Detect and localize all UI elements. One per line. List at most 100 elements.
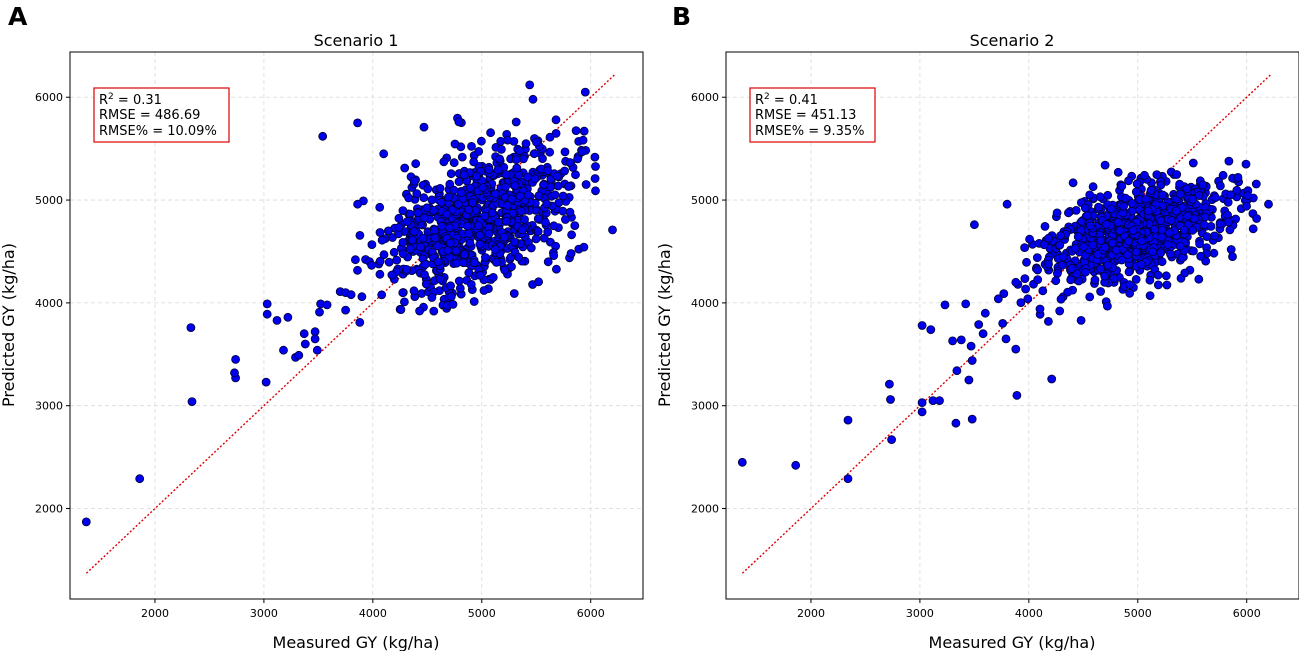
data-point xyxy=(1047,374,1057,384)
data-point xyxy=(465,183,475,193)
data-point xyxy=(1218,170,1228,180)
data-point xyxy=(355,230,365,240)
data-point xyxy=(484,229,494,239)
data-point xyxy=(558,191,568,201)
data-point xyxy=(449,158,459,168)
data-point xyxy=(1100,160,1110,170)
data-point xyxy=(1088,240,1098,250)
data-point xyxy=(500,265,510,275)
data-point xyxy=(479,286,489,295)
data-point xyxy=(791,460,801,470)
data-point xyxy=(520,215,529,224)
data-point xyxy=(396,305,406,315)
data-point xyxy=(475,239,485,249)
data-point xyxy=(507,262,516,272)
data-point xyxy=(961,299,971,309)
data-point xyxy=(501,216,511,226)
data-point xyxy=(964,375,974,385)
data-point xyxy=(272,315,282,325)
data-point xyxy=(1001,334,1011,344)
data-point xyxy=(956,335,966,345)
data-point xyxy=(1123,250,1132,260)
data-point xyxy=(1188,194,1198,204)
data-point xyxy=(455,283,465,293)
data-point xyxy=(926,325,936,335)
panel-a-one-to-one-line xyxy=(85,74,616,574)
data-point xyxy=(350,255,360,265)
data-point xyxy=(419,213,429,223)
data-point xyxy=(1023,294,1033,304)
data-point xyxy=(581,180,591,189)
data-point xyxy=(940,300,950,310)
data-point xyxy=(545,147,555,157)
data-point xyxy=(1016,298,1026,308)
data-point xyxy=(565,207,575,217)
data-point xyxy=(1064,208,1073,218)
data-point xyxy=(1226,245,1236,254)
panel-a-stats-frame xyxy=(93,87,230,143)
data-point xyxy=(511,117,521,127)
data-point xyxy=(1172,170,1182,179)
data-point xyxy=(1183,211,1192,221)
data-point xyxy=(1158,190,1168,200)
data-point xyxy=(1081,267,1090,277)
panel-b-stats-frame xyxy=(749,87,876,143)
data-point xyxy=(511,155,521,165)
data-point xyxy=(509,289,519,298)
data-point xyxy=(1011,344,1021,354)
data-point xyxy=(566,249,576,258)
data-point xyxy=(1179,225,1189,235)
data-point xyxy=(917,398,927,408)
data-point xyxy=(558,206,568,216)
data-point xyxy=(1012,390,1022,400)
data-point xyxy=(454,117,464,127)
data-point xyxy=(442,209,452,219)
data-point xyxy=(279,345,288,355)
x-tick-label: 2000 xyxy=(797,607,825,620)
data-point xyxy=(1096,287,1105,296)
data-point xyxy=(1180,268,1190,278)
data-point xyxy=(496,144,506,154)
data-point xyxy=(439,157,449,167)
data-point xyxy=(1145,275,1155,285)
data-point xyxy=(398,206,408,216)
y-tick-label: 4000 xyxy=(35,297,63,310)
data-point xyxy=(135,474,145,484)
data-point xyxy=(375,269,385,279)
data-point xyxy=(1195,239,1204,249)
data-point xyxy=(353,199,363,209)
data-point xyxy=(1088,182,1098,192)
data-point xyxy=(1182,184,1192,194)
data-point xyxy=(1101,220,1111,229)
data-point xyxy=(446,292,456,302)
data-point xyxy=(1189,246,1198,256)
data-point xyxy=(1143,206,1153,216)
data-point xyxy=(1264,199,1273,209)
data-point xyxy=(433,257,443,267)
data-point xyxy=(570,221,580,231)
data-point xyxy=(1175,241,1185,251)
panel-b-title: Scenario 2 xyxy=(970,31,1055,50)
data-point xyxy=(578,135,588,145)
data-point xyxy=(1188,158,1198,168)
data-point xyxy=(1082,211,1092,221)
data-point xyxy=(387,270,397,280)
data-point xyxy=(475,270,485,280)
data-point xyxy=(484,165,494,175)
data-point xyxy=(1243,191,1253,201)
data-point xyxy=(508,208,518,218)
data-point xyxy=(398,249,408,259)
data-point xyxy=(1127,198,1137,208)
data-point xyxy=(1094,202,1103,212)
data-point xyxy=(534,191,544,201)
data-point xyxy=(355,317,365,327)
data-point xyxy=(1202,232,1212,242)
data-point xyxy=(494,217,503,227)
data-point xyxy=(1171,206,1181,216)
data-point xyxy=(1228,252,1237,262)
data-point xyxy=(1150,224,1160,234)
x-tick-label: 5000 xyxy=(468,607,496,620)
data-point xyxy=(449,185,459,195)
data-point xyxy=(1131,187,1141,197)
